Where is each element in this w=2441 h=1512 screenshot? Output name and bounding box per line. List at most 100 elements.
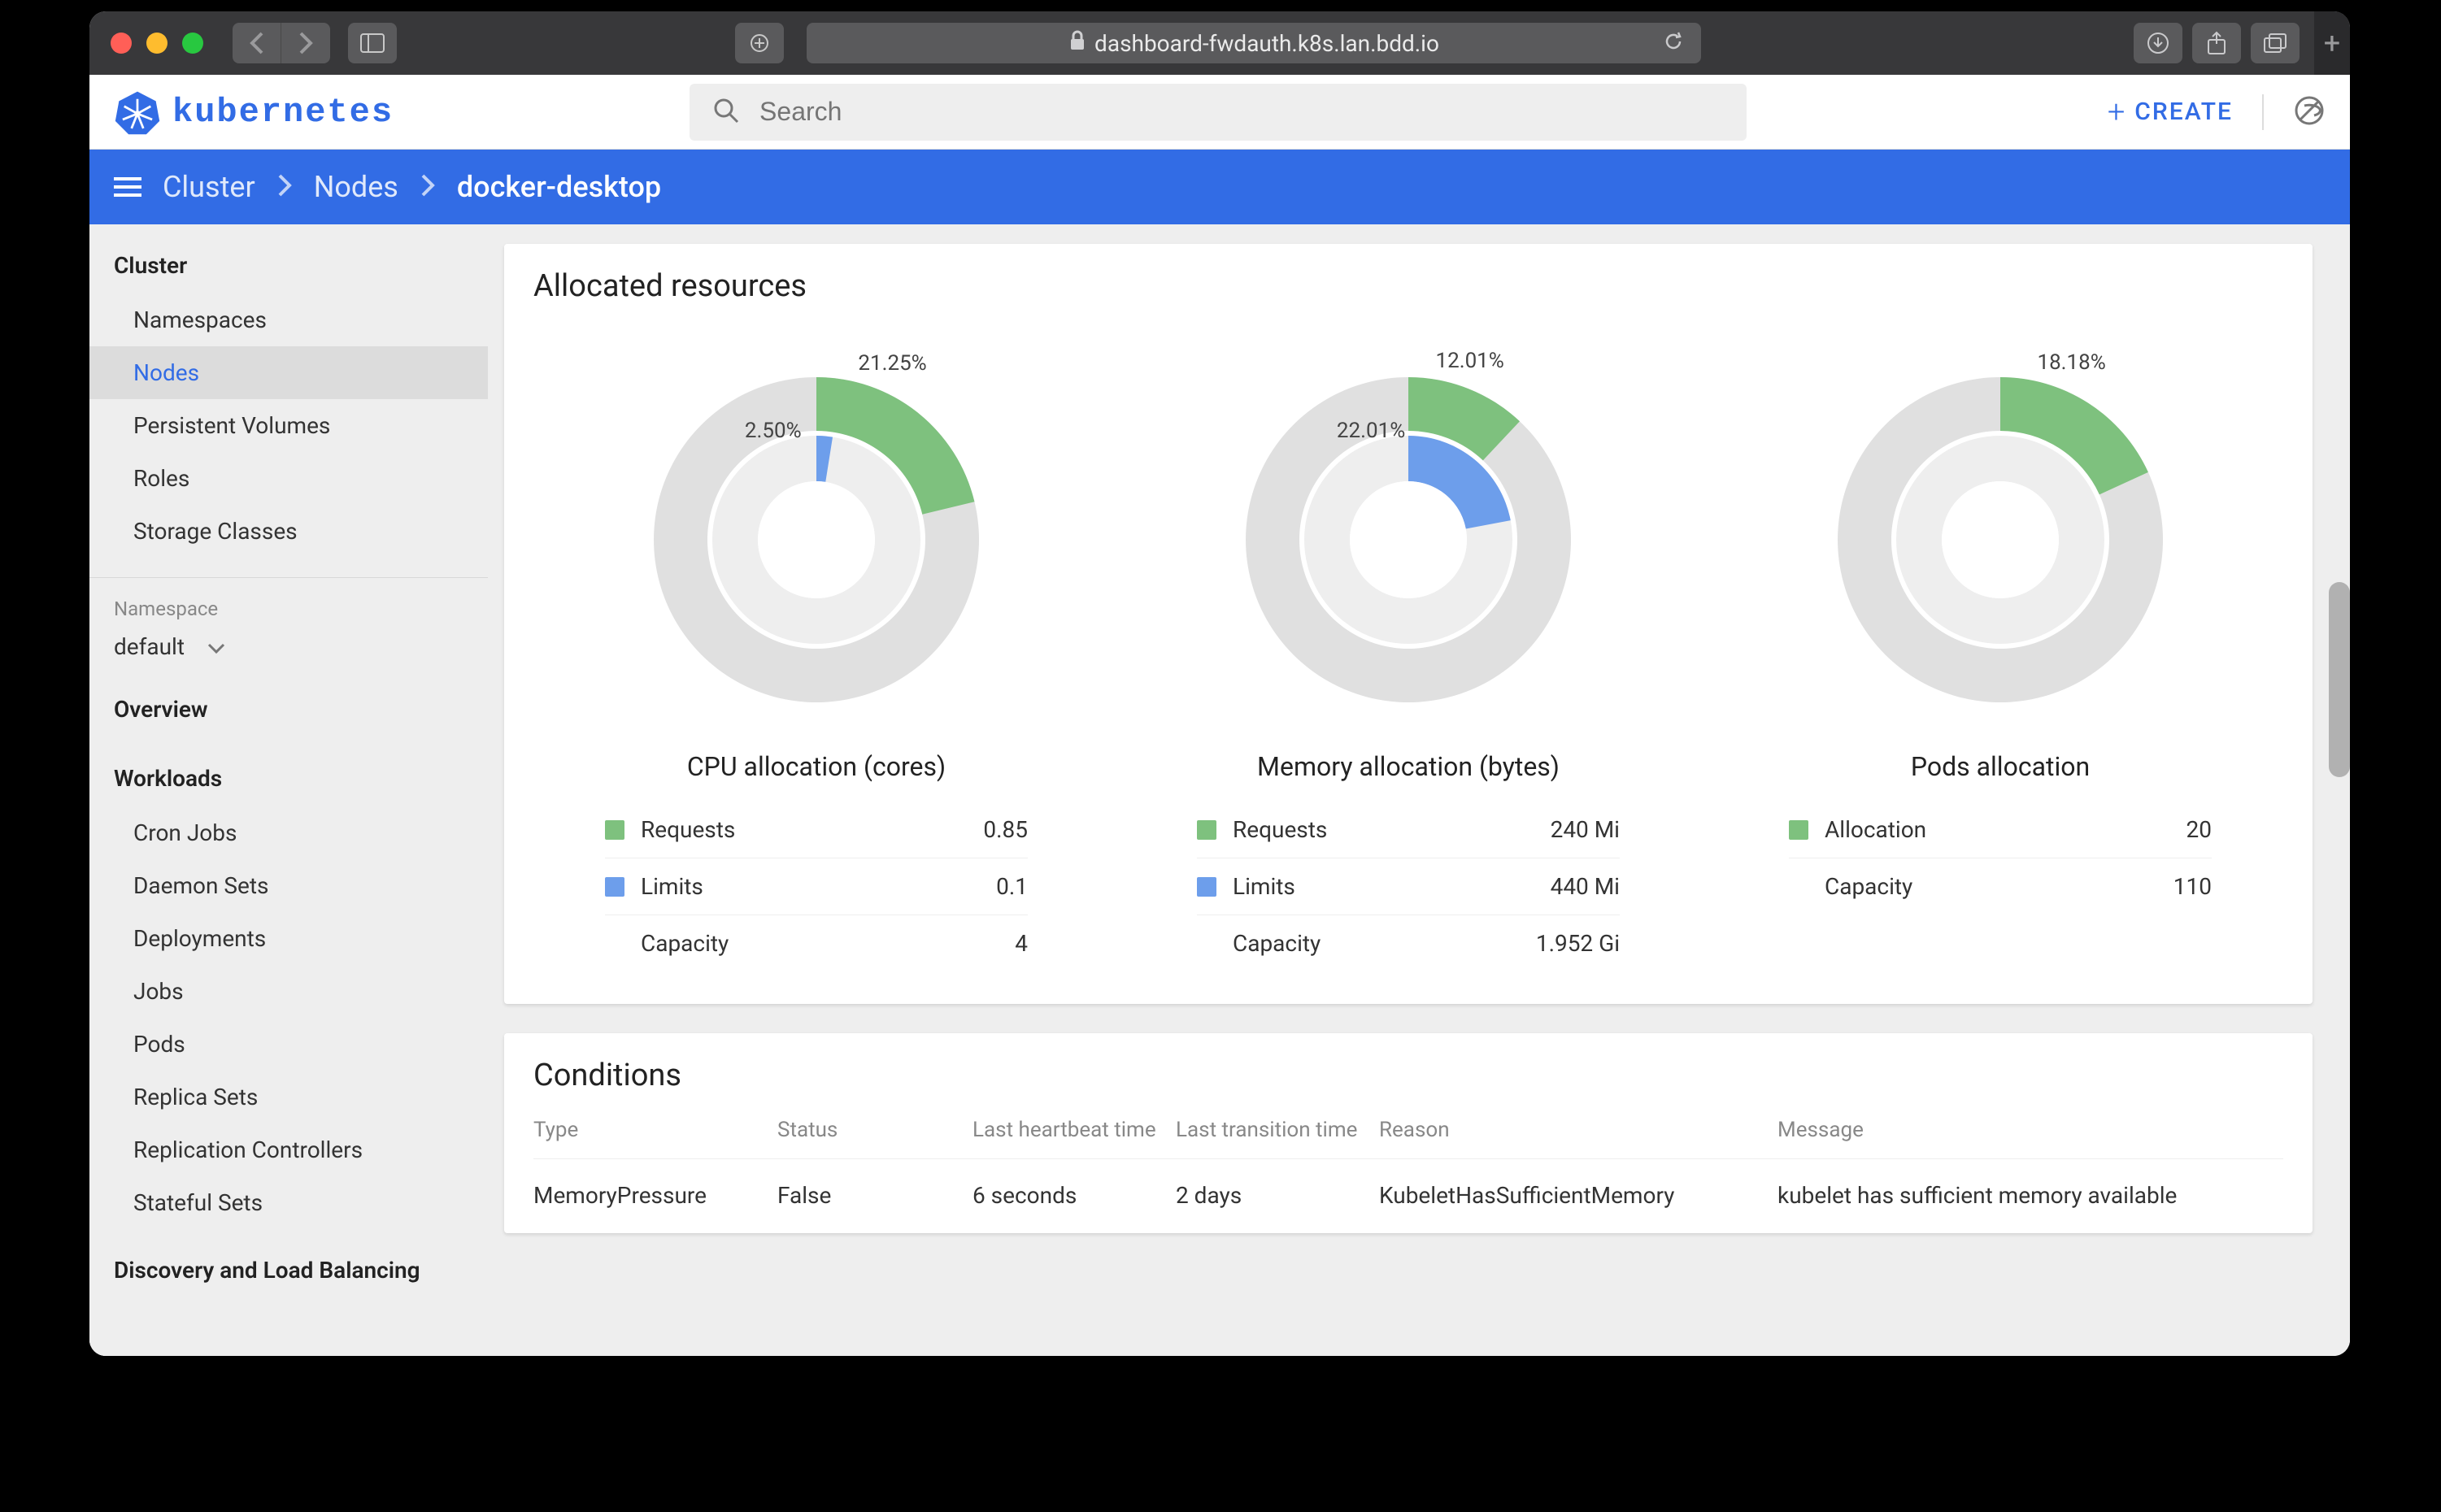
main-content: Allocated resources 21.25%2.50% CPU allo… [488, 224, 2350, 1356]
breadcrumb-bar: Cluster Nodes docker-desktop [89, 150, 2350, 224]
divider [2262, 94, 2264, 130]
sidebar-section-title[interactable]: Overview [89, 668, 488, 737]
legend-label: Capacity [641, 930, 1015, 957]
cell-transition: 2 days [1176, 1182, 1363, 1209]
namespace-label: Namespace [89, 578, 488, 625]
plus-icon: + [2108, 94, 2126, 130]
requests-pct-label: 18.18% [2037, 350, 2105, 375]
sidebar-item-stateful-sets[interactable]: Stateful Sets [89, 1176, 488, 1229]
notifications-icon[interactable] [2293, 94, 2326, 130]
legend-label: Allocation [1825, 816, 2186, 843]
breadcrumb-nodes[interactable]: Nodes [314, 170, 398, 204]
legend-row: Capacity 110 [1789, 858, 2212, 915]
share-button[interactable] [2192, 23, 2241, 63]
menu-icon[interactable] [114, 177, 141, 197]
legend-label: Requests [641, 816, 983, 843]
sidebar-item-roles[interactable]: Roles [89, 452, 488, 505]
legend-value: 0.1 [996, 873, 1028, 900]
cell-message: kubelet has sufficient memory available [1777, 1182, 2283, 1209]
tabs-button[interactable] [2251, 23, 2300, 63]
chart-0: 21.25%2.50% CPU allocation (cores) Reque… [556, 345, 1077, 971]
legend-swatch [605, 820, 624, 840]
sidebar-item-daemon-sets[interactable]: Daemon Sets [89, 859, 488, 912]
sidebar-item-pods[interactable]: Pods [89, 1018, 488, 1071]
chart-1: 12.01%22.01% Memory allocation (bytes) R… [1148, 345, 1669, 971]
sidebar-item-cron-jobs[interactable]: Cron Jobs [89, 806, 488, 859]
logo[interactable]: kubernetes [114, 89, 394, 136]
requests-pct-label: 21.25% [858, 351, 926, 376]
cell-type: MemoryPressure [533, 1182, 761, 1209]
donut-chart: 18.18% [1813, 353, 2187, 727]
legend-table: Allocation 20 Capacity 110 [1789, 802, 2212, 915]
breadcrumb-cluster[interactable]: Cluster [163, 170, 255, 204]
sidebar-item-storage-classes[interactable]: Storage Classes [89, 505, 488, 558]
chevron-right-icon [276, 173, 293, 201]
address-bar[interactable]: dashboard-fwdauth.k8s.lan.bdd.io [807, 23, 1701, 63]
legend-row: Allocation 20 [1789, 802, 2212, 858]
legend-value: 1.952 Gi [1536, 930, 1620, 957]
close-window-button[interactable] [111, 33, 132, 54]
sidebar-item-replica-sets[interactable]: Replica Sets [89, 1071, 488, 1123]
sidebar-item-deployments[interactable]: Deployments [89, 912, 488, 965]
sidebar-section-title[interactable]: Discovery and Load Balancing [89, 1229, 488, 1298]
legend-row: Limits 440 Mi [1197, 858, 1620, 915]
limits-pct-label: 2.50% [745, 419, 802, 443]
new-tab-button[interactable]: + [2314, 11, 2350, 75]
limits-pct-label: 22.01% [1337, 419, 1405, 443]
maximize-window-button[interactable] [182, 33, 203, 54]
search-input[interactable] [759, 97, 1724, 127]
sidebar-item-namespaces[interactable]: Namespaces [89, 293, 488, 346]
card-title: Conditions [504, 1033, 2313, 1118]
namespace-select[interactable]: default [89, 625, 488, 668]
legend-row: Capacity 1.952 Gi [1197, 915, 1620, 971]
back-button[interactable] [233, 23, 281, 63]
legend-label: Requests [1233, 816, 1551, 843]
search-bar[interactable] [690, 84, 1747, 141]
reader-button[interactable] [735, 23, 784, 63]
legend-swatch [1197, 820, 1216, 840]
legend-value: 4 [1015, 930, 1028, 957]
chart-caption: Pods allocation [1911, 751, 2090, 782]
legend-value: 20 [2186, 816, 2212, 843]
create-button[interactable]: + CREATE [2108, 94, 2233, 130]
forward-button[interactable] [281, 23, 330, 63]
sidebar-toggle-button[interactable] [348, 23, 397, 63]
legend-row: Requests 240 Mi [1197, 802, 1620, 858]
reload-icon[interactable] [1662, 30, 1685, 56]
chevron-right-icon [420, 173, 436, 201]
downloads-button[interactable] [2134, 23, 2182, 63]
legend-row: Capacity 4 [605, 915, 1028, 971]
browser-chrome: dashboard-fwdauth.k8s.lan.bdd.io + [89, 11, 2350, 75]
legend-label: Limits [1233, 873, 1551, 900]
table-row: MemoryPressure False 6 seconds 2 days Ku… [533, 1159, 2283, 1209]
breadcrumb-current: docker-desktop [457, 170, 661, 204]
sidebar-item-replication-controllers[interactable]: Replication Controllers [89, 1123, 488, 1176]
legend-label: Capacity [1233, 930, 1536, 957]
minimize-window-button[interactable] [146, 33, 168, 54]
legend-value: 110 [2173, 873, 2212, 900]
conditions-card: Conditions Type Status Last heartbeat ti… [504, 1033, 2313, 1233]
legend-swatch [1789, 820, 1808, 840]
sidebar-item-nodes[interactable]: Nodes [89, 346, 488, 399]
browser-window: dashboard-fwdauth.k8s.lan.bdd.io + [89, 11, 2350, 1356]
sidebar-section-title: Cluster [89, 224, 488, 293]
app-name: kubernetes [172, 93, 394, 132]
requests-pct-label: 12.01% [1435, 349, 1503, 373]
legend-table: Requests 0.85 Limits 0.1 Capacity 4 [605, 802, 1028, 971]
sidebar-item-persistent-volumes[interactable]: Persistent Volumes [89, 399, 488, 452]
kubernetes-app: kubernetes + CREATE [89, 75, 2350, 1356]
lock-icon [1068, 30, 1086, 57]
legend-label: Limits [641, 873, 996, 900]
donut-chart: 21.25% 2.50% [629, 353, 1003, 727]
legend-row: Limits 0.1 [605, 858, 1028, 915]
scrollbar-thumb[interactable] [2329, 582, 2350, 777]
legend-row: Requests 0.85 [605, 802, 1028, 858]
cell-reason: KubeletHasSufficientMemory [1379, 1182, 1761, 1209]
allocated-resources-card: Allocated resources 21.25%2.50% CPU allo… [504, 244, 2313, 1004]
traffic-lights [111, 33, 203, 54]
chevron-down-icon [207, 633, 225, 660]
chart-2: 18.18% Pods allocation Allocation 20 Cap… [1740, 345, 2260, 971]
legend-label: Capacity [1825, 873, 2173, 900]
sidebar: ClusterNamespacesNodesPersistent Volumes… [89, 224, 488, 1356]
sidebar-item-jobs[interactable]: Jobs [89, 965, 488, 1018]
